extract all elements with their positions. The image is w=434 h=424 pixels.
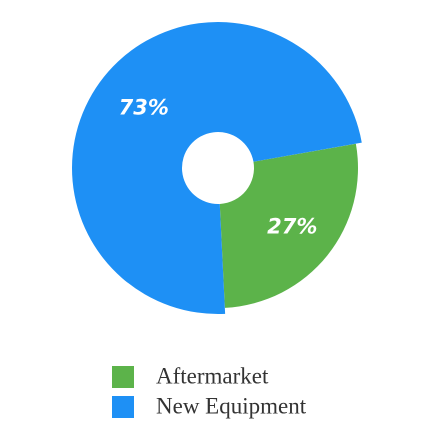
slice <box>219 143 358 308</box>
legend-swatch <box>112 396 134 418</box>
slice-label: 73% <box>119 96 169 120</box>
slice <box>72 21 362 314</box>
legend-label: Aftermarket <box>156 363 269 388</box>
legend-swatch <box>112 366 134 388</box>
legend-label: New Equipment <box>156 393 307 418</box>
slice-label: 27% <box>267 214 317 238</box>
